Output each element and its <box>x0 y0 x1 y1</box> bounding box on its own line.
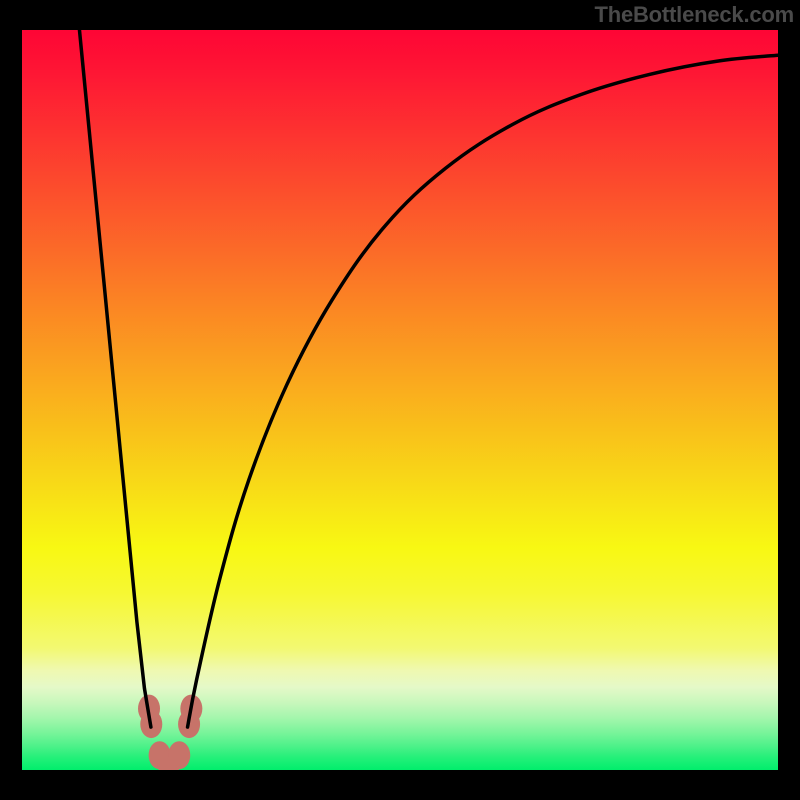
min-marker-blob <box>168 741 190 769</box>
bottleneck-chart <box>0 0 800 800</box>
chart-canvas: TheBottleneck.com <box>0 0 800 800</box>
plot-background <box>22 30 778 770</box>
watermark-text: TheBottleneck.com <box>594 2 794 28</box>
